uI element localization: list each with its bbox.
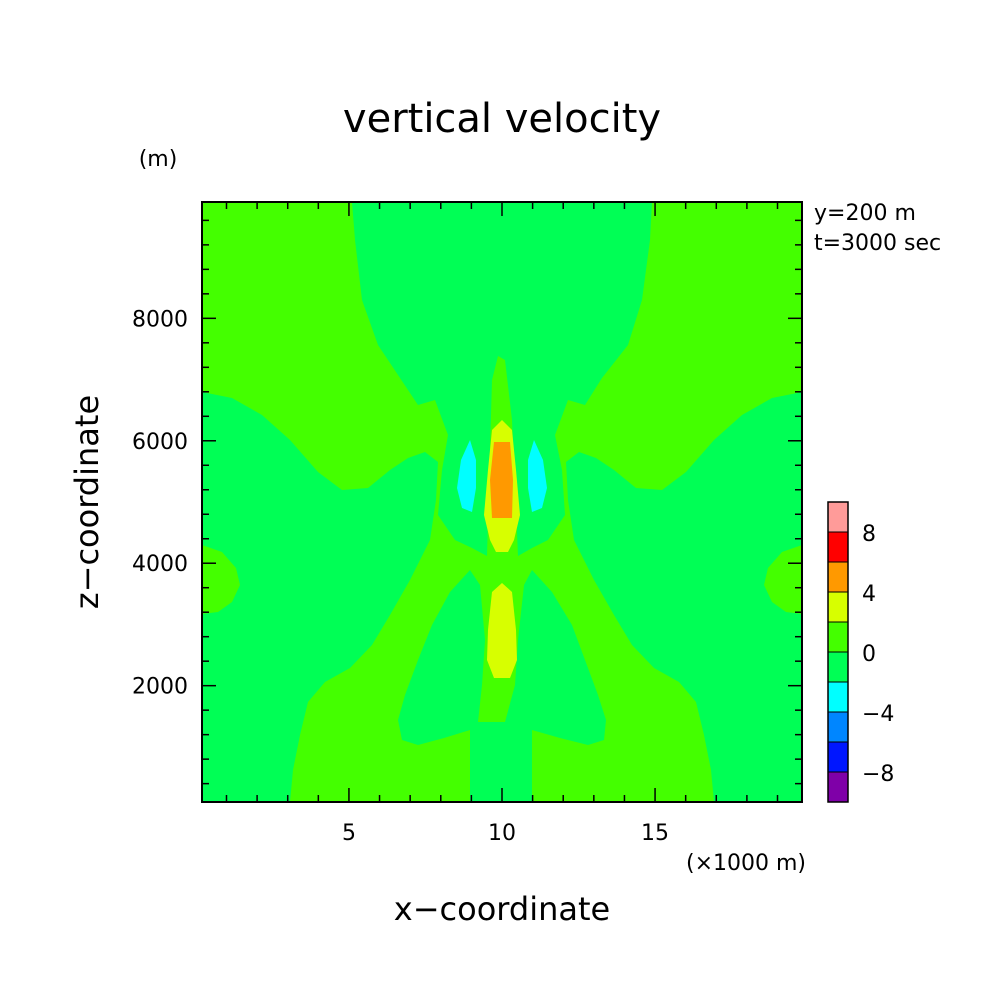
annotation-y: y=200 m <box>814 201 916 226</box>
y-axis-label: z−coordinate <box>68 395 106 609</box>
y-unit-label: (m) <box>139 147 178 172</box>
colorbar-tick-label: 0 <box>862 642 876 667</box>
chart-title: vertical velocity <box>343 96 661 142</box>
x-tick-label: 15 <box>641 821 669 846</box>
colorbar-swatch <box>827 651 849 683</box>
colorbar-swatch <box>827 561 849 593</box>
colorbar-frame <box>827 501 849 803</box>
colorbar-tick-label: 8 <box>862 522 876 547</box>
colorbar-swatch <box>827 681 849 713</box>
y-tick-label: 2000 <box>132 675 188 700</box>
band-0-2-right-edge <box>764 545 802 614</box>
colorbar-tick-label: −8 <box>862 762 894 787</box>
band-neg2-0-lower <box>398 570 606 802</box>
band-0-2-left-edge <box>202 545 240 614</box>
colorbar-swatch <box>827 531 849 563</box>
colorbar-swatch <box>827 501 849 533</box>
x-axis-label: x−coordinate <box>394 890 610 928</box>
contour-fill <box>202 202 802 802</box>
band-neg4-neg2-right <box>528 440 547 512</box>
band-neg2-0-right <box>566 392 802 802</box>
y-tick-label: 8000 <box>132 307 188 332</box>
band-4-6-core <box>490 442 513 518</box>
colorbar-tick-label: 4 <box>862 582 876 607</box>
colorbar-swatch <box>827 771 849 803</box>
x-tick-label: 10 <box>488 821 516 846</box>
band-2-4-lower <box>487 583 517 678</box>
y-tick-label: 4000 <box>132 552 188 577</box>
annotation-t: t=3000 sec <box>814 231 941 256</box>
colorbar-swatch <box>827 591 849 623</box>
x-unit-label: (×1000 m) <box>686 851 806 876</box>
x-tick-label: 5 <box>342 821 356 846</box>
band-neg2-0-left <box>202 392 438 802</box>
y-tick-label: 6000 <box>132 430 188 455</box>
colorbar-swatch <box>827 711 849 743</box>
band-neg2-0-upper <box>352 202 652 556</box>
band-neg4-neg2-left <box>457 440 476 512</box>
colorbar-swatch <box>827 741 849 773</box>
colorbar-tick-label: −4 <box>862 702 894 727</box>
axis-ticks <box>202 202 802 802</box>
colorbar: −8 −4 0 4 8 <box>827 501 894 803</box>
axis-tick-labels: 5 10 15 2000 4000 6000 8000 <box>132 307 669 846</box>
colorbar-swatch <box>827 621 849 653</box>
